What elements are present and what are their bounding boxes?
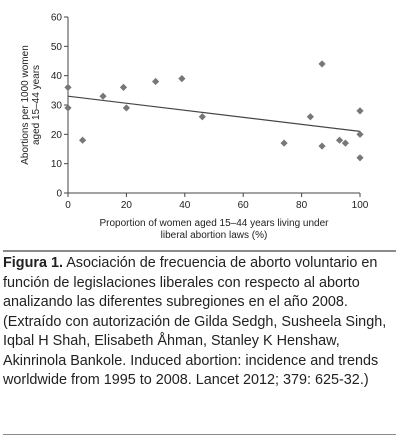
x-tick-label: 0 — [65, 200, 71, 211]
x-tick-label: 100 — [352, 200, 369, 211]
y-tick-label: 30 — [51, 101, 63, 112]
x-axis-title-line1: Proportion of women aged 15–44 years liv… — [99, 218, 329, 229]
figure-caption: Figura 1. Asociación de frecuencia de ab… — [3, 254, 393, 391]
data-point — [122, 104, 130, 112]
data-point — [178, 75, 186, 83]
data-point — [341, 139, 349, 147]
data-point — [64, 104, 72, 112]
data-point — [318, 60, 326, 68]
data-point — [356, 130, 364, 138]
x-axis-title-line2: liberal abortion laws (%) — [161, 230, 268, 241]
data-point — [318, 142, 326, 150]
y-tick-label: 0 — [56, 189, 62, 200]
trend-line — [67, 95, 361, 132]
y-axis-title-line1: Abortions per 1000 women — [20, 45, 31, 165]
bottom-divider — [3, 434, 396, 435]
data-point — [356, 154, 364, 162]
scatter-chart: 0 10 20 30 40 50 60 0 20 40 60 80 100 Abortions per… — [20, 13, 369, 242]
y-tick-label: 10 — [51, 159, 63, 170]
y-tick-label: 20 — [51, 130, 63, 141]
y-tick-label: 40 — [51, 71, 63, 82]
y-tick-label: 60 — [51, 13, 63, 24]
caption-text: Asociación de frecuencia de aborto volun… — [3, 255, 387, 388]
y-tick-label: 50 — [51, 42, 63, 53]
x-tick-label: 60 — [238, 200, 250, 211]
y-axis-title-line2: aged 15–44 years — [31, 65, 42, 145]
data-point — [306, 113, 314, 121]
data-point — [64, 83, 72, 91]
y-axis-ticks: 0 10 20 30 40 50 60 — [51, 13, 68, 200]
chart-panel: 0 10 20 30 40 50 60 0 20 40 60 80 100 Abortions per… — [3, 3, 396, 252]
x-tick-label: 20 — [121, 200, 133, 211]
data-point — [280, 139, 288, 147]
data-point — [198, 113, 206, 121]
data-point — [79, 136, 87, 144]
caption-label: Figura 1. — [3, 255, 63, 271]
data-point — [335, 136, 344, 144]
data-point — [99, 92, 107, 100]
data-points — [64, 60, 364, 162]
data-point — [119, 83, 128, 91]
data-point — [356, 107, 364, 115]
x-tick-label: 80 — [296, 200, 308, 211]
x-axis-ticks: 0 20 40 60 80 100 — [65, 193, 369, 211]
data-point — [152, 77, 160, 86]
x-tick-label: 40 — [179, 200, 191, 211]
